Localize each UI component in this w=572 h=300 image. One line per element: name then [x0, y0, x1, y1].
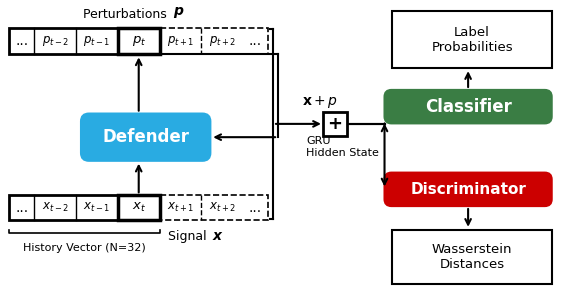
Bar	[323, 112, 347, 136]
FancyBboxPatch shape	[81, 113, 210, 161]
Text: History Vector (N=32): History Vector (N=32)	[23, 244, 146, 254]
Text: +: +	[327, 115, 342, 133]
Text: $\mathbf{x}+\mathbf{\mathit{p}}$: $\mathbf{x}+\mathbf{\mathit{p}}$	[302, 94, 338, 110]
Text: ...: ...	[249, 201, 262, 214]
Bar	[118, 195, 160, 220]
Text: ...: ...	[15, 201, 29, 214]
Text: $p_{t-2}$: $p_{t-2}$	[42, 34, 69, 48]
Bar	[160, 195, 268, 220]
Bar	[118, 28, 160, 55]
Text: Classifier: Classifier	[424, 98, 511, 116]
Text: Wasserstein
Distances: Wasserstein Distances	[432, 243, 513, 271]
Text: Signal: Signal	[168, 230, 210, 243]
Bar	[160, 28, 268, 55]
Text: $x_{t+1}$: $x_{t+1}$	[167, 201, 194, 214]
Text: Defender: Defender	[102, 128, 189, 146]
Text: $p_t$: $p_t$	[132, 34, 146, 48]
Text: $x_{t-2}$: $x_{t-2}$	[42, 201, 69, 214]
Text: GRU
Hidden State: GRU Hidden State	[306, 136, 379, 158]
Text: ...: ...	[249, 34, 262, 48]
Bar	[392, 230, 552, 284]
FancyBboxPatch shape	[384, 172, 552, 206]
Text: $\bfit{p}$: $\bfit{p}$	[173, 5, 184, 20]
FancyBboxPatch shape	[384, 90, 552, 123]
Text: $x_t$: $x_t$	[132, 201, 146, 214]
Text: $p_{t-1}$: $p_{t-1}$	[84, 34, 110, 48]
Text: Perturbations: Perturbations	[83, 8, 170, 21]
Bar	[392, 11, 552, 68]
Text: Label
Probabilities: Label Probabilities	[431, 26, 513, 54]
Bar	[9, 195, 160, 220]
Text: $\bfit{x}$: $\bfit{x}$	[212, 229, 224, 243]
Text: Discriminator: Discriminator	[410, 182, 526, 197]
Text: $x_{t-1}$: $x_{t-1}$	[84, 201, 110, 214]
Text: $p_{t+1}$: $p_{t+1}$	[167, 34, 194, 48]
Bar	[9, 28, 160, 55]
Text: $x_{t+2}$: $x_{t+2}$	[209, 201, 236, 214]
Text: ...: ...	[15, 34, 29, 48]
Text: $p_{t+2}$: $p_{t+2}$	[209, 34, 236, 48]
